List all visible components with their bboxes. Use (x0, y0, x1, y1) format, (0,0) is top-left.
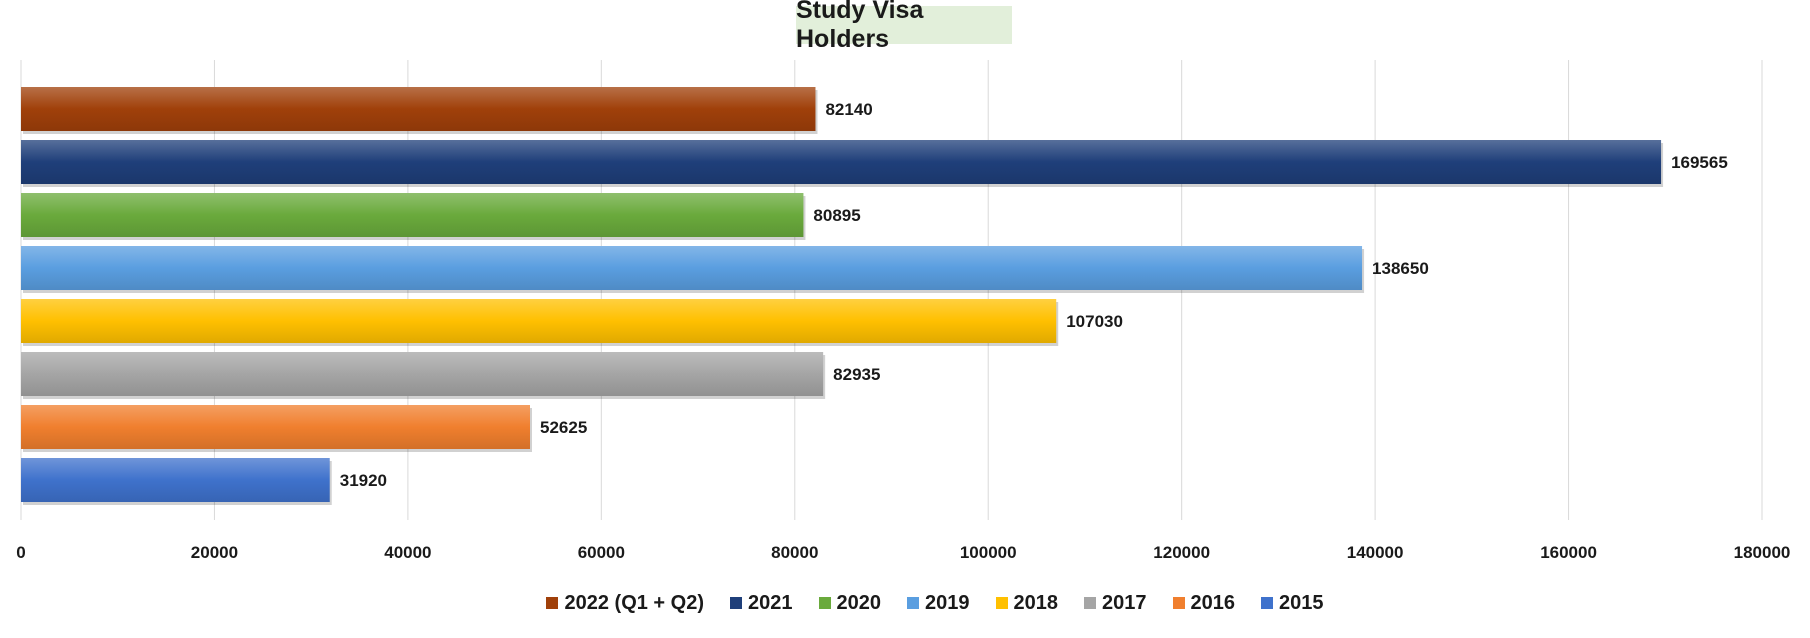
bar (21, 193, 804, 237)
legend-item: 2016 (1172, 591, 1236, 615)
x-tick-label: 0 (16, 543, 25, 562)
bar-value-label: 82935 (833, 365, 880, 384)
legend: 2022 (Q1 + Q2) 2021 2020 2019 2018 2017 2016 20… (0, 588, 1810, 618)
legend-label: 2022 (Q1 + Q2) (564, 591, 705, 614)
legend-label: 2016 (1190, 591, 1236, 614)
bar-value-label: 169565 (1671, 153, 1728, 172)
legend-swatch (730, 597, 743, 609)
legend-swatch (818, 597, 831, 609)
bar (21, 352, 824, 396)
bar (21, 405, 531, 449)
legend-swatch (1172, 597, 1185, 609)
legend-item: 2018 (995, 591, 1059, 615)
legend-swatch (1084, 597, 1097, 609)
legend-item: 2022 (Q1 + Q2) (546, 592, 704, 615)
x-tick-label: 100000 (960, 543, 1017, 562)
legend-item: 2019 (907, 592, 970, 615)
bar (21, 140, 1662, 184)
legend-label: 2017 (1102, 591, 1147, 614)
legend-swatch (907, 597, 920, 609)
bars (21, 87, 1664, 505)
legend-label: 2018 (1013, 591, 1059, 614)
bar-value-label: 31920 (340, 471, 387, 490)
bar-value-label: 138650 (1372, 259, 1429, 278)
x-tick-label: 80000 (771, 543, 818, 562)
legend-label: 2020 (836, 591, 882, 614)
x-tick-label: 40000 (384, 543, 431, 562)
legend-item: 2021 (730, 592, 793, 615)
legend-swatch (546, 597, 559, 609)
bar (21, 246, 1363, 290)
legend-label: 2019 (925, 591, 970, 614)
value-labels: 82140 169565 80895 138650 107030 82935 52625 31… (340, 100, 1728, 490)
x-tick-label: 140000 (1347, 543, 1404, 562)
x-axis-ticks: 0 20000 40000 60000 80000 100000 120000 140000 1… (16, 543, 1790, 562)
x-tick-label: 180000 (1734, 543, 1791, 562)
bar-value-label: 82140 (825, 100, 872, 119)
legend-item: 2017 (1084, 592, 1147, 615)
legend-swatch (1261, 597, 1274, 609)
bar-value-label: 52625 (540, 418, 587, 437)
legend-label: 2015 (1279, 591, 1324, 614)
x-tick-label: 20000 (191, 543, 238, 562)
bar (21, 299, 1057, 343)
bar-value-label: 107030 (1066, 312, 1123, 331)
legend-swatch (995, 597, 1008, 609)
legend-item: 2020 (818, 591, 882, 615)
bar (21, 87, 816, 131)
bar (21, 458, 330, 502)
x-tick-label: 160000 (1540, 543, 1597, 562)
bar-value-label: 80895 (813, 206, 860, 225)
legend-item: 2015 (1261, 592, 1324, 615)
x-tick-label: 60000 (578, 543, 625, 562)
x-tick-label: 120000 (1153, 543, 1210, 562)
legend-label: 2021 (748, 591, 793, 614)
chart-title-box: Study Visa Holders (796, 0, 1012, 53)
chart-title: Study Visa Holders (796, 0, 924, 53)
